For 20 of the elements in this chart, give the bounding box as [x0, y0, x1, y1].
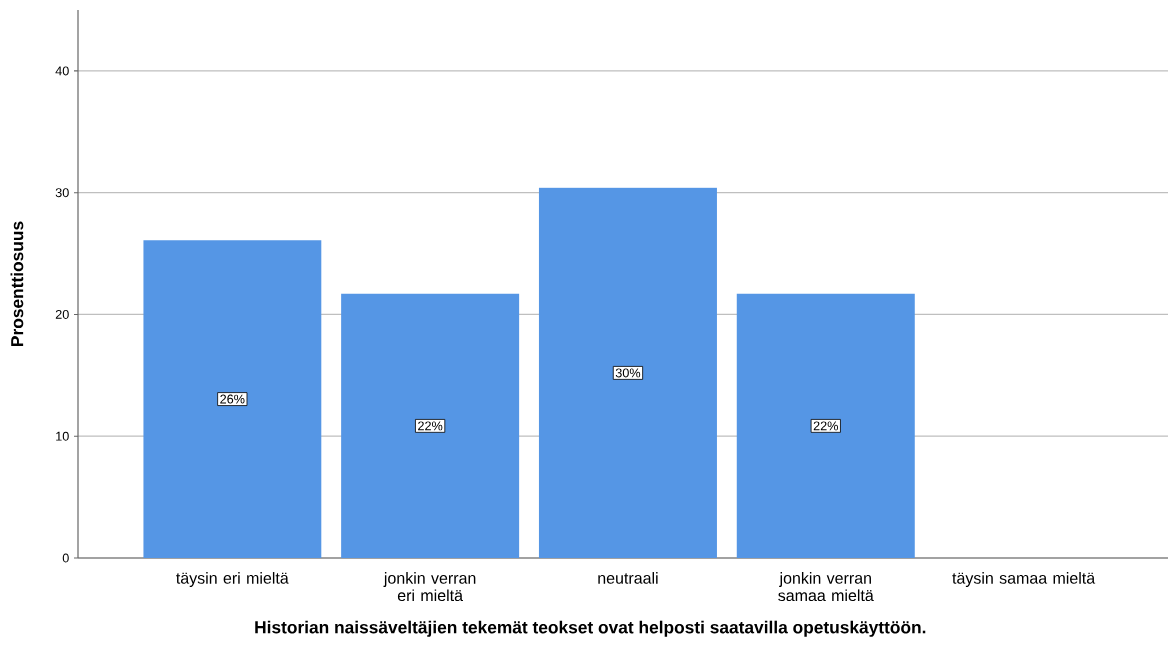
x-tick-label: täysin eri mieltä — [176, 572, 289, 587]
data-label: 22% — [418, 421, 443, 431]
x-tick-label: täysin samaa mieltä — [952, 572, 1096, 587]
x-tick-label: neutraali — [598, 572, 658, 584]
bar — [736, 293, 915, 558]
y-tick-label: 30 — [55, 188, 69, 198]
bar — [341, 293, 520, 558]
data-label: 22% — [813, 421, 838, 431]
y-axis-title: Prosenttiosuus — [10, 221, 24, 346]
bar — [538, 187, 717, 558]
bar — [143, 240, 322, 558]
x-axis-title: Historian naissäveltäjien tekemät teokset ovat helposti saatavilla opetuskäyttöön. — [255, 620, 926, 637]
y-tick-label: 0 — [62, 553, 69, 563]
x-tick-label: jonkin verran eri mieltä — [383, 572, 476, 602]
data-label: 30% — [615, 368, 641, 378]
x-tick-label: jonkin verran samaa mieltä — [778, 572, 874, 602]
data-label: 26% — [220, 394, 245, 404]
y-tick-label: 10 — [56, 431, 69, 441]
y-tick-label: 40 — [55, 66, 69, 76]
y-tick-label: 20 — [55, 309, 69, 319]
